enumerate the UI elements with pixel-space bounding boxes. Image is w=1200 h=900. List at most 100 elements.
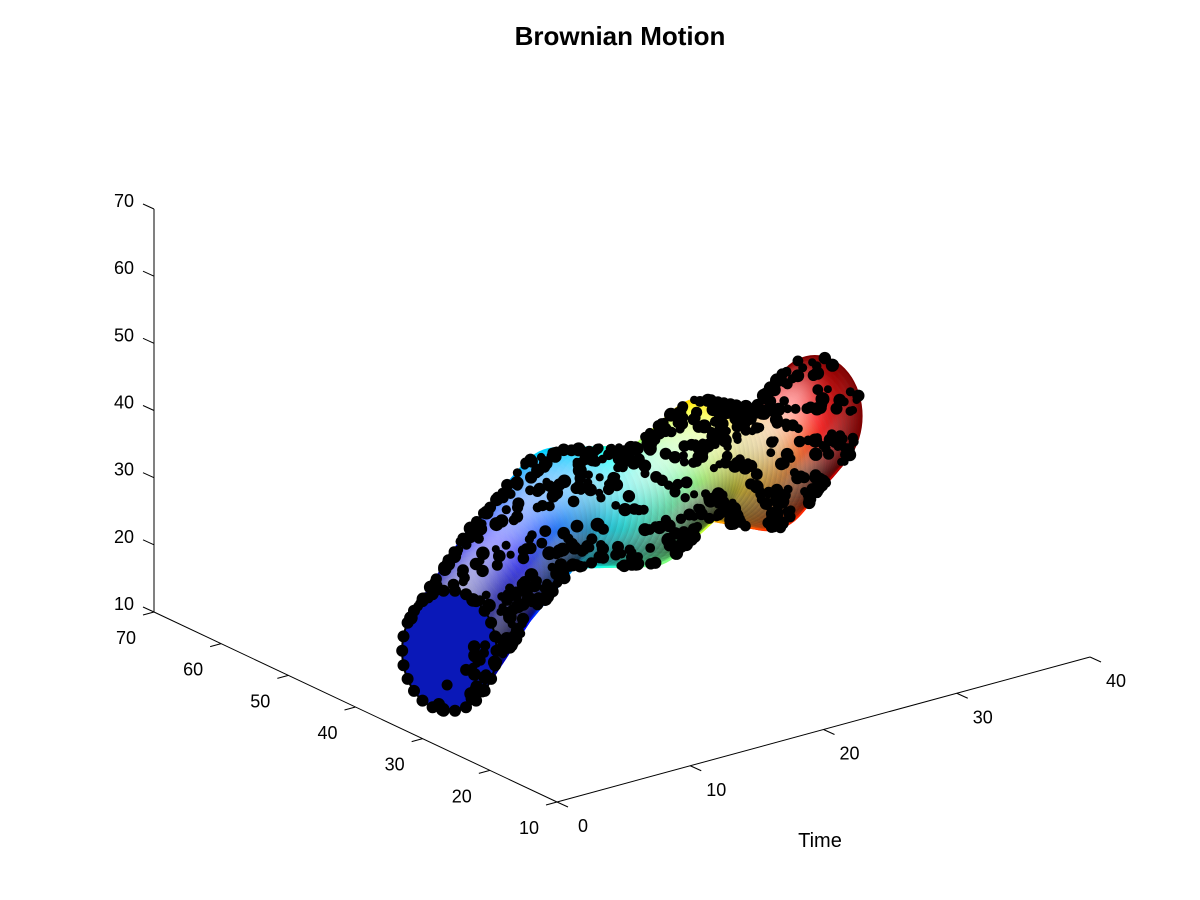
x-tick-label: 30 — [973, 707, 993, 727]
marker-point — [449, 704, 461, 717]
marker-point — [457, 564, 469, 577]
marker-point — [692, 444, 703, 454]
marker-point — [505, 583, 515, 593]
marker-point — [812, 384, 824, 396]
marker-point — [622, 490, 636, 503]
axes: 0 10 20 30 40 10 20 30 40 50 60 70 10 20 30 40 50 60 70 — [114, 191, 1126, 838]
marker-point — [554, 558, 568, 571]
marker-point — [610, 478, 624, 492]
marker-point — [813, 433, 822, 442]
x-tick — [956, 692, 968, 699]
marker-point — [669, 527, 682, 540]
marker-point — [771, 506, 784, 520]
marker-point — [584, 470, 593, 480]
marker-point — [783, 484, 793, 494]
y-tick — [142, 611, 155, 616]
marker-point — [585, 543, 595, 553]
marker-point — [839, 397, 849, 407]
y-tick-label: 30 — [385, 755, 405, 775]
marker-point — [430, 573, 442, 585]
marker-point — [618, 503, 632, 517]
marker-point — [491, 545, 500, 554]
y-tick-label: 70 — [116, 628, 136, 648]
marker-point — [489, 630, 502, 643]
marker-point — [460, 588, 472, 601]
marker-point — [690, 395, 699, 405]
marker-point — [613, 463, 623, 473]
marker-point — [843, 448, 857, 462]
marker-point — [675, 513, 687, 524]
marker-point — [791, 369, 805, 383]
marker-point — [467, 640, 481, 653]
marker-point — [570, 519, 584, 533]
marker-point — [589, 447, 600, 457]
z-tick — [142, 337, 155, 344]
marker-point — [779, 377, 790, 388]
marker-point — [490, 493, 504, 507]
marker-point — [485, 616, 498, 629]
marker-point — [501, 540, 511, 550]
marker-point — [776, 368, 788, 380]
marker-point — [603, 448, 615, 461]
marker-point — [531, 485, 544, 497]
y-tick — [210, 643, 222, 648]
marker-point — [474, 522, 488, 536]
marker-point — [722, 426, 731, 436]
marker-point — [539, 525, 552, 537]
marker-point — [485, 672, 498, 685]
marker-point — [798, 363, 808, 373]
marker-point — [441, 679, 453, 691]
y-tick-label: 40 — [317, 723, 337, 743]
x-tick-label: 10 — [706, 780, 726, 800]
marker-point — [809, 469, 822, 482]
marker-point — [449, 584, 461, 597]
x-axis-label: Time — [798, 830, 842, 852]
z-tick — [142, 472, 155, 479]
y-tick-label: 50 — [250, 691, 270, 711]
marker-point — [499, 487, 511, 498]
z-tick — [142, 539, 155, 546]
marker-point — [680, 476, 693, 489]
marker-point — [498, 603, 507, 612]
marker-point — [532, 575, 542, 586]
marker-point — [557, 443, 570, 457]
y-tick — [411, 738, 423, 743]
marker-point — [396, 644, 409, 657]
marker-point — [416, 694, 429, 707]
z-tick-label: 20 — [114, 527, 134, 547]
x-tick — [690, 765, 702, 772]
marker-point — [457, 532, 469, 544]
marker-point — [737, 407, 746, 416]
marker-point — [649, 556, 662, 569]
marker-point — [495, 514, 509, 528]
z-tick — [142, 270, 155, 277]
marker-point — [663, 480, 674, 490]
marker-point — [491, 559, 503, 571]
marker-point — [539, 455, 548, 464]
marker-point — [574, 446, 584, 456]
marker-strand — [466, 384, 865, 616]
marker-point — [614, 443, 624, 452]
marker-point — [683, 508, 696, 521]
y-tick — [478, 769, 490, 774]
z-tick-label: 50 — [114, 325, 134, 345]
marker-point — [570, 559, 582, 571]
marker-point — [460, 701, 472, 714]
marker-point — [632, 453, 645, 466]
marker-point — [629, 441, 642, 454]
marker-point — [479, 640, 491, 651]
marker-point — [792, 355, 804, 367]
marker-point — [597, 523, 609, 535]
x-tick-label: 0 — [578, 816, 588, 836]
marker-point — [678, 526, 690, 538]
marker-point — [703, 512, 715, 524]
marker-point — [567, 495, 580, 508]
marker-point — [478, 684, 491, 697]
marker-point — [754, 422, 765, 433]
marker-point — [848, 406, 858, 415]
marker-point — [790, 403, 801, 414]
marker-point — [837, 433, 848, 444]
marker-point — [506, 550, 515, 559]
marker-point — [718, 433, 732, 448]
marker-point — [501, 505, 511, 515]
